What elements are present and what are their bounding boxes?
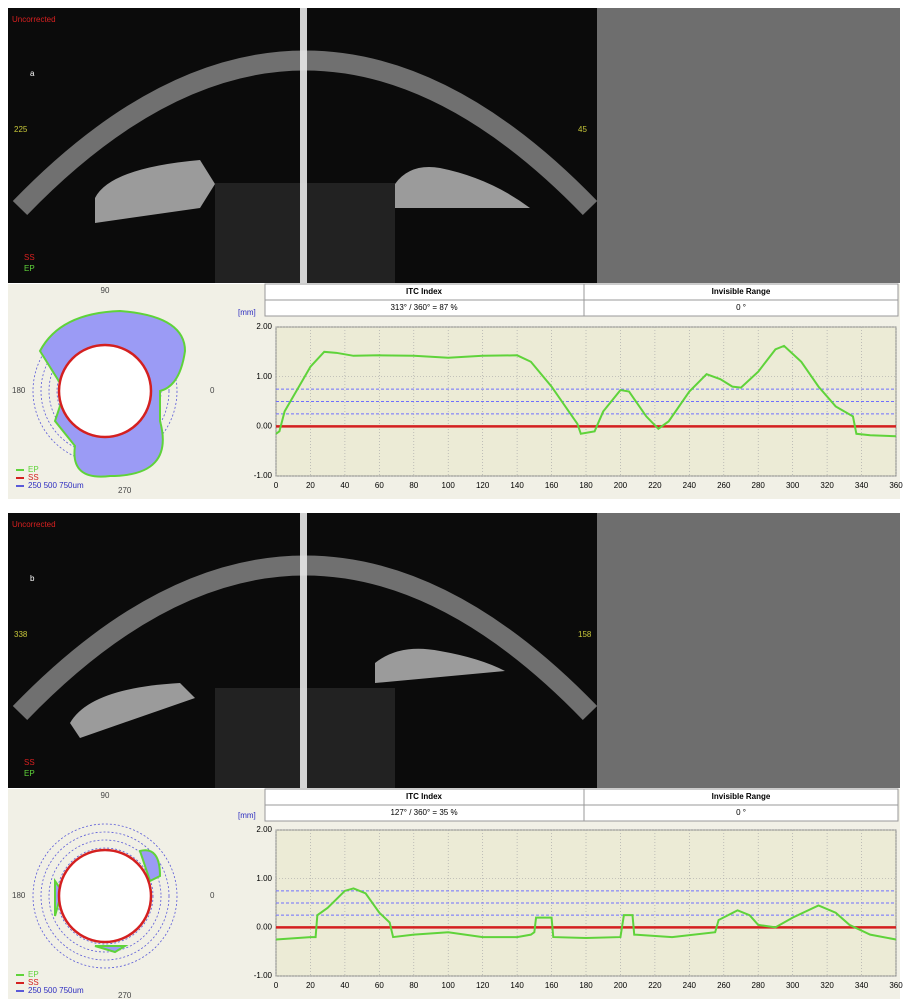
x-tick-label: 240 xyxy=(683,481,697,490)
x-tick-label: 60 xyxy=(375,481,384,490)
x-tick-label: 320 xyxy=(820,981,834,990)
y-tick-label: 0.00 xyxy=(256,922,272,931)
figure: Uncorrected a 225 45 SS EP 90 180 0 270 EP SS 250 50… xyxy=(0,0,906,999)
y-tick-label: -1.00 xyxy=(254,471,273,480)
x-tick-label: 60 xyxy=(375,981,384,990)
panel-label: b xyxy=(30,574,35,583)
polar-label: 270 xyxy=(118,486,132,495)
x-tick-label: 200 xyxy=(614,481,628,490)
mode-label: Uncorrected xyxy=(12,520,56,529)
x-tick-label: 80 xyxy=(409,981,418,990)
marker-label: EP xyxy=(24,769,35,778)
x-tick-label: 180 xyxy=(579,481,593,490)
x-tick-label: 100 xyxy=(442,481,456,490)
x-tick-label: 300 xyxy=(786,981,800,990)
x-tick-label: 160 xyxy=(545,481,559,490)
table-header: ITC Index xyxy=(406,792,443,801)
x-tick-label: 0 xyxy=(274,481,279,490)
polar-label: 180 xyxy=(12,386,26,395)
polar-label: 270 xyxy=(118,991,132,999)
empty-view xyxy=(597,513,900,788)
y-tick-label: 2.00 xyxy=(256,322,272,331)
x-tick-label: 340 xyxy=(855,481,869,490)
x-tick-label: 220 xyxy=(648,481,662,490)
angle-label: 225 xyxy=(14,125,28,134)
x-tick-label: 40 xyxy=(340,481,349,490)
table-cell: 313° / 360° = 87 % xyxy=(390,303,457,312)
artifact-line xyxy=(300,8,307,283)
table-cell: 0 ° xyxy=(736,303,746,312)
angle-label: 158 xyxy=(578,630,592,639)
x-tick-label: 180 xyxy=(579,981,593,990)
x-tick-label: 20 xyxy=(306,481,315,490)
y-tick-label: 0.00 xyxy=(256,421,272,430)
x-tick-label: 160 xyxy=(545,981,559,990)
x-tick-label: 260 xyxy=(717,981,731,990)
x-tick-label: 280 xyxy=(752,981,766,990)
y-axis-label: [mm] xyxy=(238,308,256,317)
angle-label: 338 xyxy=(14,630,28,639)
x-tick-label: 260 xyxy=(717,481,731,490)
panel-label: a xyxy=(30,69,35,78)
marker-label: SS xyxy=(24,758,35,767)
y-tick-label: 2.00 xyxy=(256,825,272,834)
x-tick-label: 120 xyxy=(476,981,490,990)
x-tick-label: 20 xyxy=(306,981,315,990)
x-tick-label: 220 xyxy=(648,981,662,990)
x-tick-label: 0 xyxy=(274,981,279,990)
table-header: Invisible Range xyxy=(712,792,771,801)
artifact-line xyxy=(300,513,307,788)
y-tick-label: 1.00 xyxy=(256,874,272,883)
polar-label: 0 xyxy=(210,386,215,395)
ss-circle xyxy=(59,850,151,942)
table-header: ITC Index xyxy=(406,287,443,296)
table-header: Invisible Range xyxy=(712,287,771,296)
legend-label: 250 500 750um xyxy=(28,481,84,490)
x-tick-label: 280 xyxy=(752,481,766,490)
x-tick-label: 200 xyxy=(614,981,628,990)
x-tick-label: 360 xyxy=(889,981,903,990)
table-cell: 127° / 360° = 35 % xyxy=(390,808,457,817)
legend-label: 250 500 750um xyxy=(28,986,84,995)
marker-label: EP xyxy=(24,264,35,273)
x-tick-label: 80 xyxy=(409,481,418,490)
x-tick-label: 40 xyxy=(340,981,349,990)
x-tick-label: 360 xyxy=(889,481,903,490)
polar-label: 0 xyxy=(210,891,215,900)
table-cell: 0 ° xyxy=(736,808,746,817)
angle-label: 45 xyxy=(578,125,587,134)
mode-label: Uncorrected xyxy=(12,15,56,24)
y-tick-label: 1.00 xyxy=(256,372,272,381)
y-tick-label: -1.00 xyxy=(254,971,273,980)
ss-circle xyxy=(59,345,151,437)
x-tick-label: 320 xyxy=(820,481,834,490)
x-tick-label: 100 xyxy=(442,981,456,990)
x-tick-label: 140 xyxy=(510,981,524,990)
x-tick-label: 340 xyxy=(855,981,869,990)
empty-view xyxy=(597,8,900,283)
polar-label: 180 xyxy=(12,891,26,900)
marker-label: SS xyxy=(24,253,35,262)
polar-label: 90 xyxy=(101,286,110,295)
x-tick-label: 300 xyxy=(786,481,800,490)
polar-label: 90 xyxy=(101,791,110,800)
x-tick-label: 140 xyxy=(510,481,524,490)
x-tick-label: 240 xyxy=(683,981,697,990)
x-tick-label: 120 xyxy=(476,481,490,490)
y-axis-label: [mm] xyxy=(238,811,256,820)
